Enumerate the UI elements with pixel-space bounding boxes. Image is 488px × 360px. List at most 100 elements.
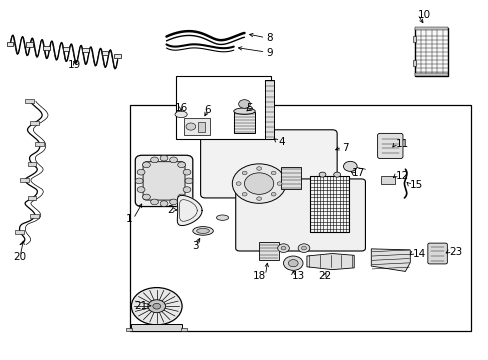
Bar [233,112,255,134]
Bar [181,328,186,331]
Bar [27,196,36,200]
Bar [82,48,89,52]
Bar [281,167,300,189]
Circle shape [242,193,246,196]
Bar [198,122,205,132]
Circle shape [256,167,261,170]
Bar [27,162,36,166]
Circle shape [256,197,261,201]
Text: 18: 18 [253,271,266,281]
Bar [259,242,278,260]
Circle shape [137,187,144,193]
Text: 4: 4 [278,138,285,147]
FancyBboxPatch shape [143,162,184,200]
Bar [20,178,29,182]
Circle shape [153,303,160,309]
Text: 8: 8 [266,33,272,43]
Bar [25,99,34,103]
Bar [43,46,50,50]
Circle shape [142,194,150,200]
Text: 16: 16 [174,103,187,113]
Text: 11: 11 [395,139,408,149]
Ellipse shape [233,108,255,114]
Circle shape [142,162,150,168]
Polygon shape [177,195,202,226]
Polygon shape [370,249,409,271]
Text: 5: 5 [245,103,252,113]
Text: 12: 12 [395,171,408,181]
Text: 19: 19 [68,60,81,70]
Circle shape [271,171,276,175]
Circle shape [281,246,285,250]
Circle shape [177,194,185,200]
Bar [131,324,182,331]
Circle shape [137,169,144,175]
Text: 6: 6 [204,105,211,115]
Bar [30,121,39,125]
Circle shape [183,187,190,193]
Bar [380,176,394,184]
Circle shape [148,300,165,313]
Bar [414,28,447,76]
Circle shape [236,182,241,185]
Bar [412,60,415,66]
Circle shape [131,288,182,325]
Circle shape [150,157,158,163]
Circle shape [301,246,306,250]
Text: 10: 10 [417,10,430,20]
Bar [26,42,33,46]
Bar [30,214,39,218]
Bar [412,36,415,42]
Text: 23: 23 [448,247,462,257]
Text: 2: 2 [167,206,173,216]
Text: 15: 15 [408,180,422,190]
Bar [126,328,132,331]
Ellipse shape [175,111,187,118]
Ellipse shape [192,226,213,235]
Circle shape [169,199,177,205]
Circle shape [232,164,285,203]
Circle shape [319,172,325,177]
FancyBboxPatch shape [377,134,402,158]
Bar [183,118,210,135]
Bar [414,73,447,76]
FancyBboxPatch shape [235,179,365,251]
Circle shape [177,162,185,168]
Bar [35,142,43,146]
Circle shape [271,193,276,196]
Circle shape [150,199,158,205]
Bar [176,76,271,139]
Ellipse shape [196,228,209,233]
Polygon shape [306,253,353,270]
Circle shape [283,256,303,270]
Circle shape [333,172,340,177]
Text: 17: 17 [351,168,364,178]
Circle shape [160,201,167,207]
Circle shape [244,173,273,194]
Text: 20: 20 [14,252,27,262]
Bar [114,54,121,58]
Circle shape [298,244,309,252]
Circle shape [238,100,250,108]
Circle shape [135,178,143,184]
FancyBboxPatch shape [200,130,336,198]
Bar [15,230,24,234]
Bar [6,41,13,46]
Text: 9: 9 [266,48,272,58]
Bar [130,105,470,330]
Text: 7: 7 [341,143,348,153]
Bar [62,47,69,51]
Circle shape [242,171,246,175]
Circle shape [277,244,289,252]
Circle shape [183,169,190,175]
Text: 21: 21 [134,301,148,311]
Circle shape [169,157,177,163]
Ellipse shape [216,215,228,220]
Circle shape [185,123,195,130]
Bar [414,27,447,30]
Circle shape [160,155,167,161]
Text: 1: 1 [125,215,132,224]
Bar [265,80,274,139]
Text: 22: 22 [318,271,331,281]
Circle shape [343,161,356,171]
